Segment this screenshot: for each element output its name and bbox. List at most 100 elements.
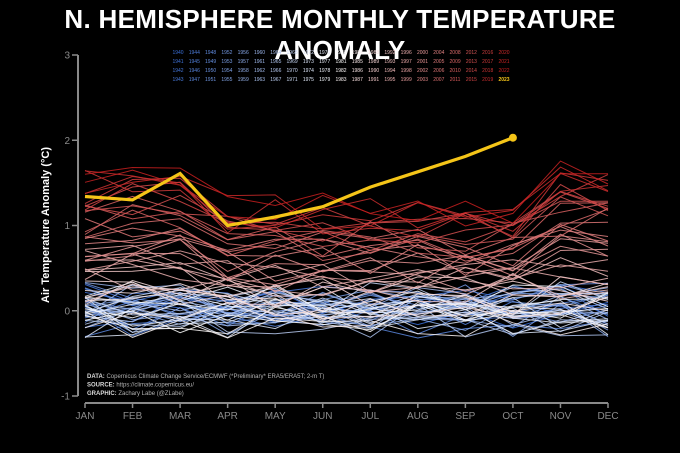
legend-year-label: 1968 <box>287 50 298 56</box>
legend-year-label: 1995 <box>384 77 395 83</box>
legend-year-label: 1984 <box>352 50 363 56</box>
legend-year-label: 1960 <box>254 50 265 56</box>
year-line <box>84 238 609 286</box>
legend-year-label: 1969 <box>287 59 298 65</box>
legend-year-label: 1999 <box>401 77 412 83</box>
year-line <box>84 296 609 329</box>
y-tick-label: 0 <box>64 306 70 317</box>
year-line <box>84 284 609 312</box>
legend-year-label: 1979 <box>319 77 330 83</box>
legend-year-label: 1976 <box>319 50 330 56</box>
year-line <box>84 253 609 294</box>
year-line <box>84 160 609 227</box>
legend-year-label: 1977 <box>319 59 330 65</box>
year-line <box>84 218 609 262</box>
legend-year-label: 2011 <box>450 77 461 83</box>
y-tick-label: 2 <box>64 136 70 147</box>
x-tick-label: JUN <box>313 411 332 422</box>
legend-year-label: 2003 <box>417 77 428 83</box>
legend-year-label: 2016 <box>482 50 493 56</box>
y-tick-label: 1 <box>64 221 70 232</box>
year-line <box>84 183 609 230</box>
year-line <box>84 279 609 320</box>
year-line <box>84 276 609 317</box>
year-line <box>84 234 609 279</box>
y-axis-label: Air Temperature Anomaly (°C) <box>40 147 52 303</box>
highlight-year-line <box>84 133 517 228</box>
legend-year-label: 1986 <box>352 68 363 74</box>
legend-year-label: 1959 <box>238 77 249 83</box>
legend-year-label: 1980 <box>335 50 346 56</box>
year-line <box>84 181 609 242</box>
x-tick-label: JUL <box>361 411 379 422</box>
legend-year-label: 1953 <box>221 59 232 65</box>
year-line <box>84 301 609 335</box>
x-tick-label: DEC <box>597 411 618 422</box>
legend-year-label: 1983 <box>335 77 346 83</box>
legend-year-label: 2021 <box>498 59 509 65</box>
year-line <box>84 301 609 336</box>
legend-year-label: 2000 <box>417 50 428 56</box>
legend-year-label: 1989 <box>368 59 379 65</box>
legend-year-label: 1974 <box>303 68 314 74</box>
legend-year-label: 2010 <box>450 68 461 74</box>
legend-year-label: 1966 <box>270 68 281 74</box>
legend-year-label: 2013 <box>466 59 477 65</box>
legend-year-label: 1972 <box>303 50 314 56</box>
year-legend: 1940 1944 1948 1952 1956 1960 1964 1968 1972 1976… <box>172 50 509 83</box>
legend-year-label: 1982 <box>335 68 346 74</box>
series-endpoint-2023 <box>508 133 517 142</box>
legend-year-label: 1946 <box>189 68 200 74</box>
legend-year-label: 1955 <box>221 77 232 83</box>
year-line <box>84 278 609 306</box>
legend-year-label: 1942 <box>172 68 183 74</box>
year-line <box>84 223 609 267</box>
year-line <box>84 202 609 258</box>
legend-year-label: 1990 <box>368 68 379 74</box>
legend-year-label: 1973 <box>303 59 314 65</box>
legend-year-label: 2017 <box>482 59 493 65</box>
legend-year-label: 1967 <box>270 77 281 83</box>
year-line <box>84 244 609 293</box>
legend-year-label: 2005 <box>433 59 444 65</box>
series-line-2023 <box>84 136 514 228</box>
x-tick-label: FEB <box>123 411 143 422</box>
credit-line: SOURCE: https://climate.copernicus.eu/ <box>87 383 194 389</box>
legend-year-label: 1947 <box>189 77 200 83</box>
legend-year-label: 1975 <box>303 77 314 83</box>
year-line <box>84 207 609 256</box>
year-line <box>84 248 609 283</box>
year-line <box>84 175 609 235</box>
legend-year-label: 2015 <box>466 77 477 83</box>
legend-year-label: 1965 <box>270 59 281 65</box>
legend-year-label: 1956 <box>238 50 249 56</box>
legend-year-label: 1949 <box>205 59 216 65</box>
legend-year-label: 1993 <box>384 59 395 65</box>
year-line <box>84 233 609 282</box>
legend-year-label: 1996 <box>401 50 412 56</box>
legend-year-label: 1952 <box>221 50 232 56</box>
legend-year-label: 1950 <box>205 68 216 74</box>
legend-year-label: 1961 <box>254 59 265 65</box>
x-tick-label: APR <box>217 411 238 422</box>
legend-year-label: 2006 <box>433 68 444 74</box>
chart-title: N. HEMISPHERE MONTHLY TEMPERATURE ANOMAL… <box>64 4 616 65</box>
year-line <box>84 204 609 262</box>
legend-year-label: 2019 <box>482 77 493 83</box>
legend-year-label: 2004 <box>433 50 444 56</box>
y-tick-label: -1 <box>61 392 70 403</box>
chart-credits: DATA: Copernicus Climate Change Service/… <box>87 374 324 397</box>
legend-year-label: 1943 <box>172 77 183 83</box>
legend-year-label: 2023 <box>498 77 509 83</box>
legend-year-label: 2001 <box>417 59 428 65</box>
legend-year-label: 1987 <box>352 77 363 83</box>
year-line <box>84 310 609 339</box>
legend-year-label: 1981 <box>335 59 346 65</box>
legend-year-label: 1940 <box>172 50 183 56</box>
legend-year-label: 1948 <box>205 50 216 56</box>
credit-line: DATA: Copernicus Climate Change Service/… <box>87 374 324 380</box>
legend-year-label: 2007 <box>433 77 444 83</box>
year-line <box>84 302 609 331</box>
legend-year-label: 2002 <box>417 68 428 74</box>
